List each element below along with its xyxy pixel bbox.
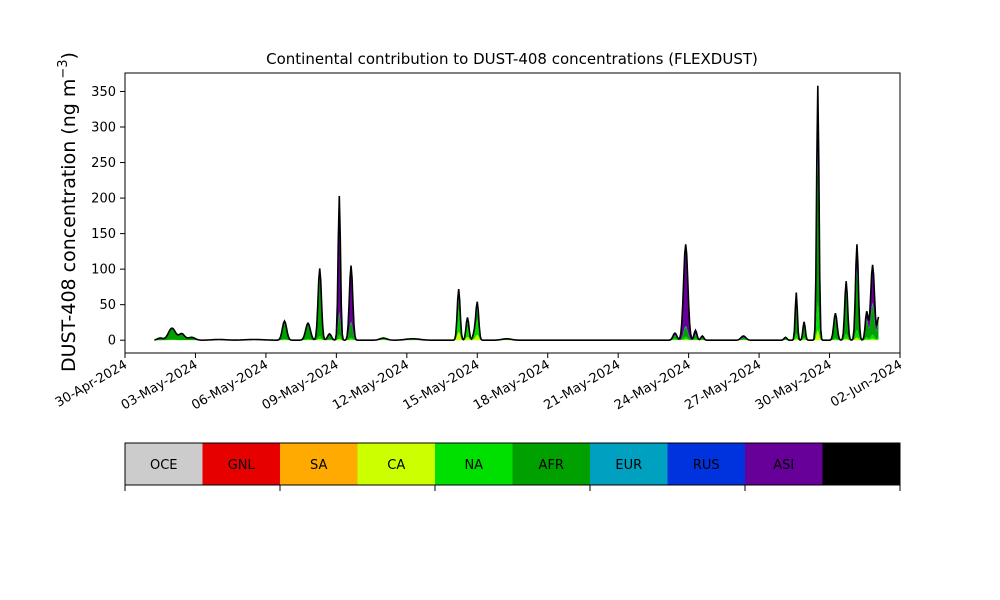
legend-label-ca: CA bbox=[387, 458, 405, 473]
legend-swatch-na bbox=[435, 443, 513, 485]
y-axis-label: DUST-408 concentration (ng m−3) bbox=[56, 52, 80, 372]
legend-swatch-rus bbox=[667, 443, 746, 485]
plot-area bbox=[154, 85, 880, 342]
x-tick-label: 18-May-2024 bbox=[471, 357, 553, 413]
legend-frame bbox=[124, 442, 901, 486]
area-layer-rus bbox=[154, 149, 879, 341]
y-tick-label: 350 bbox=[91, 85, 116, 100]
legend-label-aus: AUS bbox=[848, 458, 875, 473]
x-tick-label: 03-May-2024 bbox=[119, 357, 201, 413]
x-tick-label: 12-May-2024 bbox=[330, 357, 412, 413]
x-tick-label: 27-May-2024 bbox=[682, 357, 764, 413]
y-axis-label-main: DUST-408 concentration (ng m bbox=[58, 79, 80, 372]
y-axis-label-superscript: −3 bbox=[56, 59, 71, 78]
total-concentration-line bbox=[154, 85, 880, 342]
legend-swatch-ca bbox=[357, 443, 436, 485]
legend-swatch-eur bbox=[590, 443, 668, 485]
colorbar-legend: OCE GNL SA CA NA AFR EUR RUS ASI AUS bbox=[124, 442, 901, 491]
y-tick-label: 200 bbox=[91, 192, 116, 207]
y-tick-label: 100 bbox=[91, 263, 116, 278]
y-tick-label: 150 bbox=[91, 227, 116, 242]
area-layer-afr bbox=[154, 162, 879, 341]
x-tick-label: 24-May-2024 bbox=[612, 357, 694, 413]
legend-label-sa: SA bbox=[310, 458, 327, 473]
legend-swatch-afr bbox=[512, 443, 591, 485]
x-tick-label: 06-May-2024 bbox=[189, 357, 271, 413]
legend-label-gnl: GNL bbox=[228, 458, 256, 473]
legend-swatch-asi bbox=[745, 443, 823, 485]
legend-label-asi: ASI bbox=[773, 458, 794, 473]
legend-label-eur: EUR bbox=[615, 458, 642, 473]
x-tick-label: 09-May-2024 bbox=[260, 357, 342, 413]
axes: 05010015020025030035030-Apr-202403-May-2… bbox=[53, 72, 905, 413]
legend-label-oce: OCE bbox=[150, 458, 178, 473]
x-tick-label: 30-May-2024 bbox=[753, 357, 835, 413]
legend-label-afr: AFR bbox=[539, 458, 564, 473]
area-layer-eur bbox=[154, 157, 879, 341]
plot-frame bbox=[124, 72, 901, 354]
legend-swatch-sa bbox=[280, 443, 358, 485]
x-tick-label: 21-May-2024 bbox=[542, 357, 624, 413]
x-tick-label: 15-May-2024 bbox=[401, 357, 483, 413]
area-layer-na bbox=[154, 302, 879, 341]
y-tick-label: 250 bbox=[91, 156, 116, 171]
legend-swatch-oce bbox=[125, 443, 203, 485]
area-layer-asi bbox=[154, 85, 879, 341]
y-axis-label-tail: ) bbox=[58, 52, 80, 59]
x-tick-label: 02-Jun-2024 bbox=[828, 357, 905, 410]
chart-title: Continental contribution to DUST-408 con… bbox=[266, 50, 758, 68]
y-tick-label: 0 bbox=[108, 334, 116, 349]
y-tick-label: 50 bbox=[99, 298, 116, 313]
area-layer-ca bbox=[154, 330, 879, 341]
legend-label-rus: RUS bbox=[693, 458, 720, 473]
y-tick-label: 300 bbox=[91, 121, 116, 136]
legend-swatch-gnl bbox=[202, 443, 281, 485]
legend-swatch-aus bbox=[822, 443, 901, 485]
legend-label-na: NA bbox=[464, 458, 483, 473]
